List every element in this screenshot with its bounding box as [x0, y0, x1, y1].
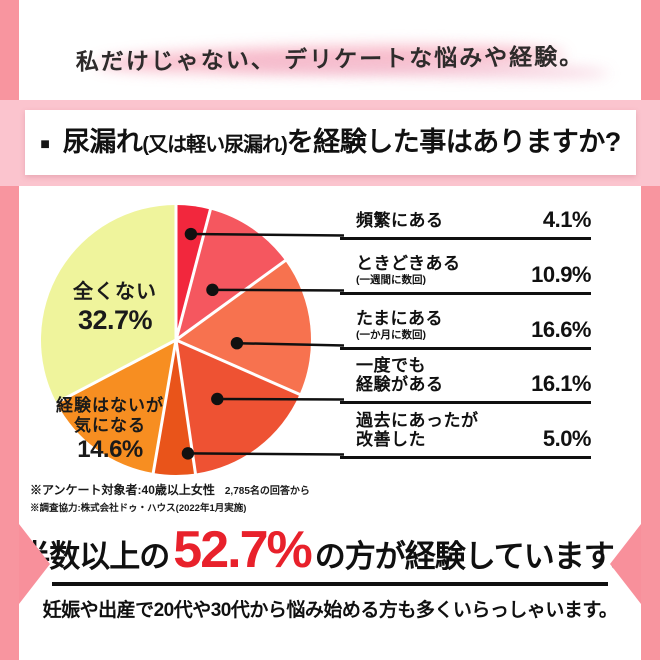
callout-percentage: 16.6% — [531, 317, 591, 342]
callout-label: 一度でも 経験がある — [356, 355, 444, 395]
callout-row: ときどきある (一週間に数回) 10.9% — [340, 245, 591, 295]
callout-sublabel: (一か月に数回) — [356, 328, 426, 341]
summary-note: 妊娠や出産で20代や30代から悩み始める方も多くいらっしゃいます。 — [42, 600, 618, 621]
summary-banner: 半数以上の52.7% の方が経験しています。 妊娠や出産で20代や30代から悩み始… — [0, 520, 660, 622]
pie-slice — [40, 205, 176, 403]
summary-highlight-percentage: 52.7% — [173, 521, 312, 579]
pie-inner-percentage: 32.7% — [77, 304, 153, 335]
bullet-square-icon: ■ — [40, 136, 50, 153]
title-keyword-underlined: 尿漏れ — [62, 127, 143, 157]
callout-label: 過去にあったが 改善した — [356, 410, 479, 450]
summary-suffix: の方が経験しています。 — [314, 539, 642, 574]
slice-separator — [175, 338, 302, 397]
summary-headline: 半数以上の52.7% の方が経験しています。 — [0, 520, 660, 580]
slice-separator — [174, 208, 213, 341]
title-band: ■ 尿漏れ(又は軽い尿漏れ)を経験した事はありますか? — [0, 100, 660, 186]
callout-label: たまにある (一か月に数回) — [356, 309, 443, 341]
footnote-respondents-main: ※アンケート対象者:40歳以上女性 — [30, 483, 215, 497]
callout-dot — [206, 283, 219, 297]
title-keyword-underlined: 経験 — [313, 127, 367, 157]
callout-percentage: 10.9% — [531, 262, 591, 287]
callout-percentage: 16.1% — [531, 371, 591, 396]
callout-line — [212, 288, 345, 292]
pie-slice — [153, 340, 196, 475]
pie-slice — [56, 340, 176, 474]
summary-underline — [52, 582, 608, 586]
callout-percentage: 5.0% — [542, 426, 592, 451]
footnote-respondents-count: 2,785名の回答から — [224, 486, 310, 497]
footnote-respondents: ※アンケート対象者:40歳以上女性 2,785名の回答から — [30, 481, 310, 498]
callout-line — [190, 232, 345, 237]
pie-inner-label: 全くない 32.7% — [53, 281, 177, 336]
footnote-survey-company: ※調査協力:株式会社ドゥ・ハウス(2022年1月実施) — [30, 503, 247, 514]
footnotes: ※アンケート対象者:40歳以上女性 2,785名の回答から ※調査協力:株式会社ド… — [30, 481, 310, 514]
pie-slice — [176, 340, 300, 474]
callout-row: たまにある (一か月に数回) 16.6% — [340, 300, 591, 350]
callout-dot — [181, 447, 195, 460]
callout-line — [236, 341, 345, 347]
callout-sublabel: (一週間に数回) — [356, 273, 426, 286]
callout-dot — [230, 336, 244, 350]
title-text: した事はありますか? — [366, 127, 621, 157]
pie-inner-percentage: 14.6% — [77, 436, 143, 464]
callout-label: ときどきある (一週間に数回) — [356, 254, 461, 286]
slice-separator — [175, 258, 287, 342]
callout-label: 頻繁にある — [356, 211, 444, 231]
pie-slice — [176, 260, 311, 395]
callout-line — [187, 452, 345, 456]
callout-percentage: 4.1% — [542, 207, 592, 232]
callout-row: 過去にあったが 改善した 5.0% — [340, 409, 592, 459]
callout-dot — [211, 392, 224, 406]
callout-row: 頻繁にある 4.1% — [340, 206, 592, 240]
title-paren-text: (又は軽い尿漏れ) — [142, 134, 287, 156]
callout-dot — [184, 227, 198, 241]
callout-line — [217, 397, 345, 401]
slice-separator — [54, 338, 177, 405]
slice-separator — [151, 339, 178, 475]
pie-inner-label: 経験はないが 気になる 14.6% — [42, 396, 178, 464]
title-text: を — [286, 127, 314, 157]
question-title: ■ 尿漏れ(又は軽い尿漏れ)を経験した事はありますか? — [25, 110, 636, 175]
callout-row: 一度でも 経験がある 16.1% — [340, 354, 591, 404]
